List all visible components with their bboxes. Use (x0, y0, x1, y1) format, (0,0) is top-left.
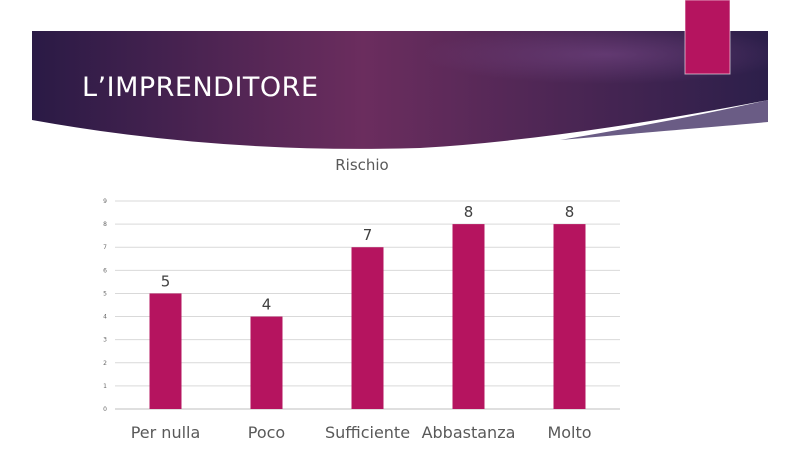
bar (553, 224, 586, 409)
data-label: 8 (565, 203, 575, 221)
bar (250, 316, 283, 409)
y-tick-label: 4 (103, 314, 107, 321)
category-label: Molto (547, 423, 591, 442)
title-banner-glow (32, 31, 768, 149)
bar (452, 224, 485, 409)
y-tick-label: 5 (103, 290, 107, 297)
y-tick-label: 0 (103, 406, 107, 413)
data-label: 4 (262, 296, 272, 314)
data-label: 5 (161, 272, 171, 290)
y-tick-label: 9 (103, 198, 107, 205)
data-label: 8 (464, 203, 474, 221)
banner-swoosh (560, 100, 768, 140)
category-label: Sufficiente (325, 423, 410, 442)
y-tick-label: 2 (103, 360, 107, 367)
bar (351, 247, 384, 409)
x-axis-categories: Per nulla Poco Sufficiente Abbastanza Molto (131, 423, 592, 442)
y-tick-label: 1 (103, 383, 107, 390)
bar (149, 293, 182, 409)
chart-title: Rischio (335, 156, 389, 174)
bars (149, 224, 586, 409)
y-tick-label: 7 (103, 244, 107, 251)
y-tick-label: 8 (103, 221, 107, 228)
y-tick-label: 6 (103, 267, 107, 274)
y-axis-ticks: 0 1 2 3 4 5 6 7 8 9 (103, 198, 107, 413)
data-labels: 5 4 7 8 8 (161, 203, 575, 313)
data-label: 7 (363, 226, 373, 244)
accent-tab (685, 0, 730, 74)
y-tick-label: 3 (103, 337, 107, 344)
slide-title: L’IMPRENDITORE (82, 72, 319, 103)
category-label: Abbastanza (422, 423, 516, 442)
category-label: Per nulla (131, 423, 201, 442)
category-label: Poco (248, 423, 285, 442)
